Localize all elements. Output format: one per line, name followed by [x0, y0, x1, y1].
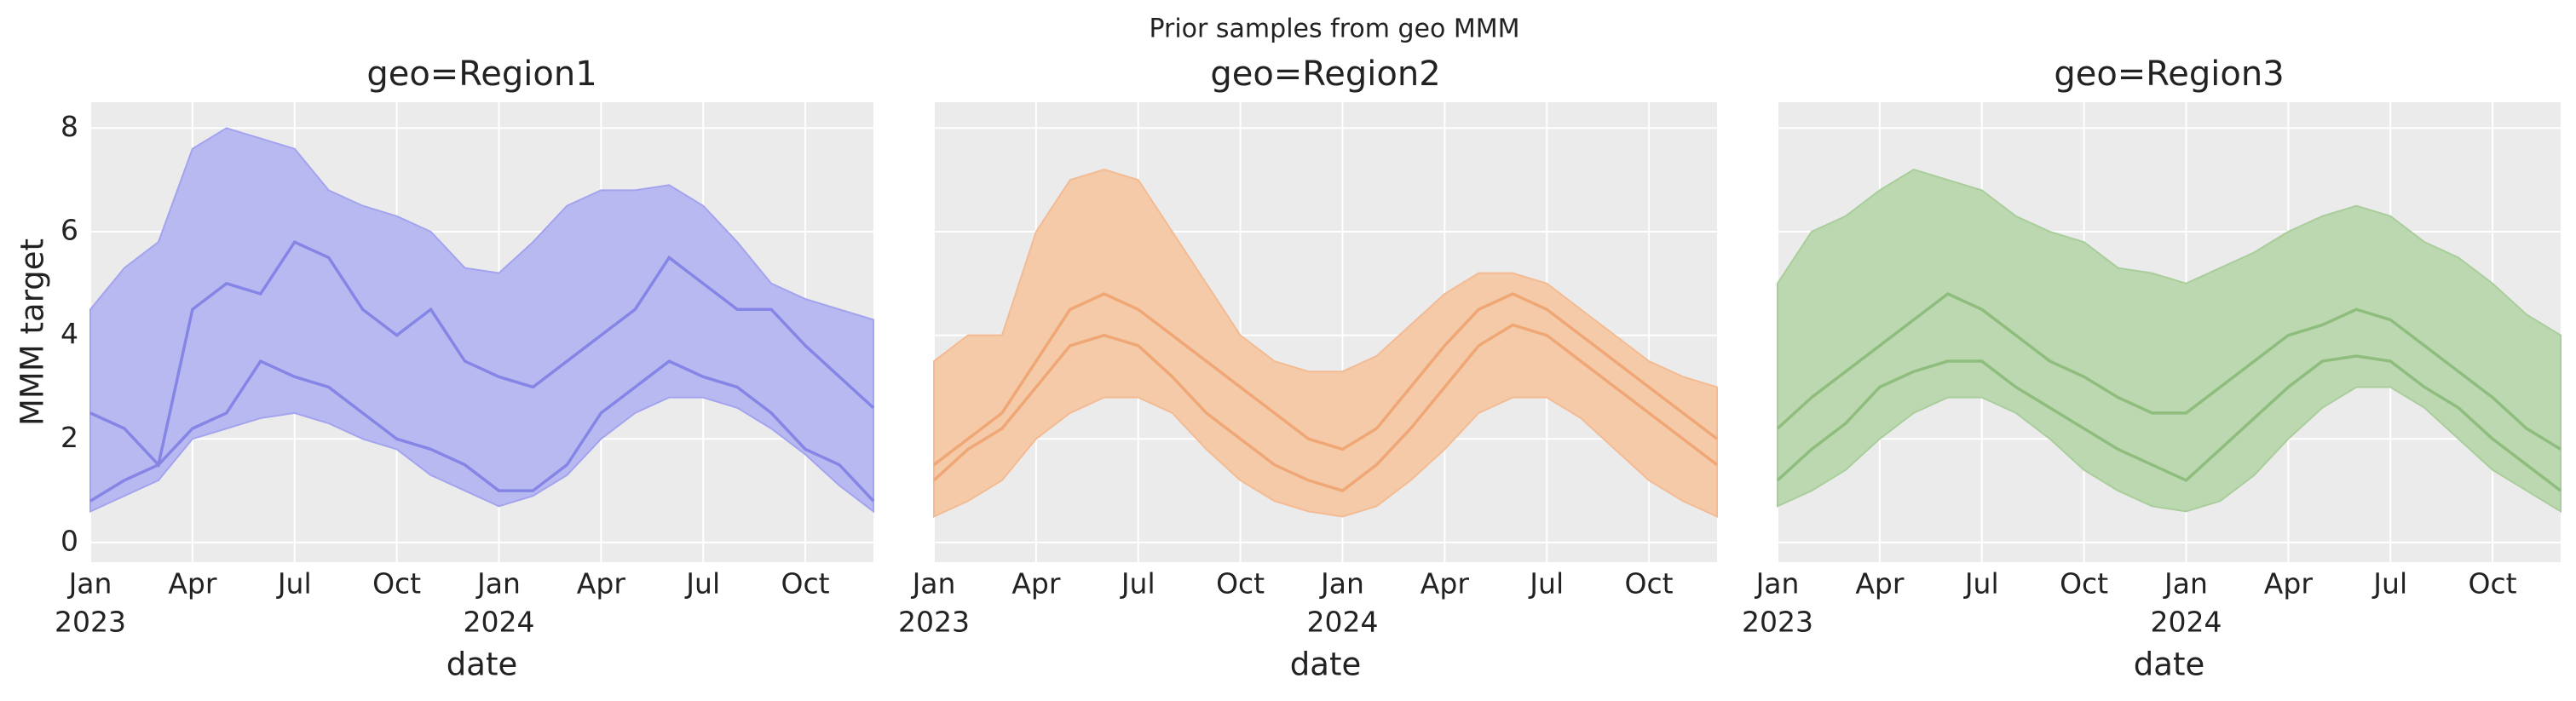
x-tick-label: Apr — [577, 567, 626, 600]
y-tick-label: 4 — [61, 317, 78, 350]
sample-line — [89, 359, 875, 503]
band — [933, 169, 1718, 519]
x-tick-label: Jan — [911, 567, 956, 600]
x-axis-label: date — [1290, 646, 1361, 683]
y-axis-label: MMM target — [14, 238, 51, 426]
x-tick-label: Jan — [1755, 567, 1800, 600]
x-tick-label: Oct — [2060, 567, 2108, 600]
y-tick-label: 2 — [61, 421, 78, 454]
figure-title: Prior samples from geo MMM — [1149, 14, 1519, 44]
x-tick-label: Jul — [684, 567, 720, 600]
y-tick-label: 0 — [61, 524, 78, 557]
sample-line — [89, 239, 875, 468]
x-tick-label: Apr — [168, 567, 217, 600]
x-tick-label: Oct — [372, 567, 421, 600]
panel-title: geo=Region1 — [366, 55, 596, 94]
y-tick-label: 8 — [61, 110, 78, 143]
x-tick-label: Jul — [2371, 567, 2407, 600]
sample-line — [932, 292, 1719, 467]
panel-title: geo=Region3 — [2054, 55, 2284, 94]
y-tick-label: 6 — [61, 214, 78, 247]
x-tick-label: Oct — [1216, 567, 1265, 600]
sample-line — [932, 323, 1719, 493]
x-tick-year: 2023 — [898, 606, 970, 639]
x-tick-year: 2024 — [2150, 606, 2222, 639]
x-tick-label: Apr — [1421, 567, 1470, 600]
x-tick-label: Oct — [1625, 567, 1674, 600]
x-tick-year: 2023 — [1742, 606, 1813, 639]
x-tick-label: Apr — [1011, 567, 1061, 600]
sample-line — [1776, 291, 2562, 451]
x-tick-label: Jul — [276, 567, 312, 600]
x-tick-year: 2024 — [1306, 606, 1378, 639]
x-tick-label: Jul — [1963, 567, 1999, 600]
x-tick-label: Apr — [1855, 567, 1905, 600]
x-axis-label: date — [447, 646, 517, 683]
panel-title: geo=Region2 — [1210, 55, 1440, 94]
x-tick-label: Jan — [1319, 567, 1364, 600]
x-tick-label: Jul — [1120, 567, 1155, 600]
x-tick-label: Jan — [67, 567, 112, 600]
x-tick-year: 2023 — [55, 606, 126, 639]
sample-line — [1776, 354, 2562, 492]
x-tick-label: Oct — [2469, 567, 2517, 600]
x-tick-label: Jul — [1528, 567, 1564, 600]
x-tick-year: 2024 — [463, 606, 534, 639]
band — [89, 127, 874, 514]
x-tick-label: Jan — [2163, 567, 2208, 600]
band — [1777, 168, 2562, 514]
x-tick-label: Oct — [781, 567, 830, 600]
x-tick-label: Apr — [2264, 567, 2314, 600]
x-tick-label: Jan — [475, 567, 521, 600]
x-axis-label: date — [2134, 646, 2204, 683]
